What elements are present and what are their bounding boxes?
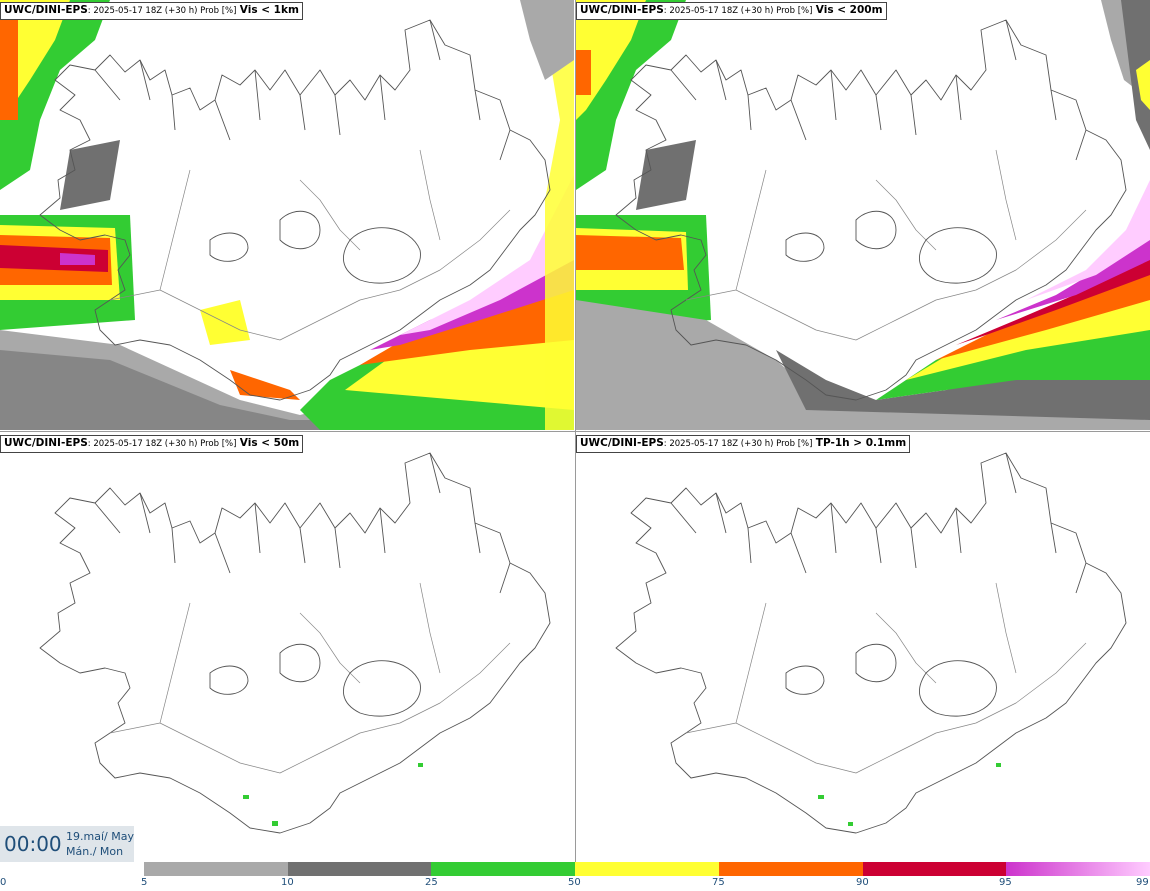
model-name: UWC/DINI-EPS: [4, 4, 88, 16]
probability-map: [0, 433, 574, 863]
panel-title: UWC/DINI-EPS: 2025-05-17 18Z (+30 h) Pro…: [576, 2, 887, 20]
model-name: UWC/DINI-EPS: [4, 437, 88, 449]
threshold-label: Vis < 50m: [239, 437, 300, 449]
valid-date: 19.maí/ May: [66, 830, 134, 843]
colorbar-tick: 50: [568, 877, 581, 888]
map-panel-vis-200m: UWC/DINI-EPS: 2025-05-17 18Z (+30 h) Pro…: [576, 0, 1150, 430]
colorbar-tick: 90: [856, 877, 869, 888]
vertical-divider: [575, 0, 576, 862]
run-info: : 2025-05-17 18Z (+30 h) Prob [%]: [87, 6, 237, 16]
panel-title: UWC/DINI-EPS: 2025-05-17 18Z (+30 h) Pro…: [576, 435, 911, 453]
run-info: : 2025-05-17 18Z (+30 h) Prob [%]: [663, 439, 813, 449]
colorbar-segment: [862, 862, 1007, 876]
colorbar-tick: 75: [712, 877, 725, 888]
colorbar: [144, 862, 1150, 876]
colorbar-segment: [144, 862, 288, 876]
colorbar-segment: [287, 862, 432, 876]
probability-map: [0, 0, 574, 430]
colorbar-segment: [431, 862, 576, 876]
colorbar-tick: 95: [999, 877, 1012, 888]
colorbar-segment: [575, 862, 719, 876]
valid-weekday: Mán./ Mon: [66, 845, 124, 858]
threshold-label: Vis < 200m: [815, 4, 883, 16]
colorbar-tick: 10: [281, 877, 294, 888]
colorbar-tick: 5: [141, 877, 148, 888]
map-panel-vis-1km: UWC/DINI-EPS: 2025-05-17 18Z (+30 h) Pro…: [0, 0, 574, 430]
panel-title: UWC/DINI-EPS: 2025-05-17 18Z (+30 h) Pro…: [0, 2, 303, 20]
map-panel-vis-50m: UWC/DINI-EPS: 2025-05-17 18Z (+30 h) Pro…: [0, 433, 574, 863]
colorbar-segment: [718, 862, 863, 876]
threshold-label: Vis < 1km: [239, 4, 299, 16]
colorbar-tick: 99: [1136, 877, 1149, 888]
panel-title: UWC/DINI-EPS: 2025-05-17 18Z (+30 h) Pro…: [0, 435, 304, 453]
model-name: UWC/DINI-EPS: [580, 437, 664, 449]
probability-map: [576, 0, 1150, 430]
valid-time-clock: 00:00: [4, 832, 62, 856]
run-info: : 2025-05-17 18Z (+30 h) Prob [%]: [87, 439, 237, 449]
colorbar-tick: 0: [0, 877, 7, 888]
colorbar-tick: 25: [425, 877, 438, 888]
model-name: UWC/DINI-EPS: [580, 4, 664, 16]
run-info: : 2025-05-17 18Z (+30 h) Prob [%]: [663, 6, 813, 16]
probability-map: [576, 433, 1150, 863]
threshold-label: TP-1h > 0.1mm: [815, 437, 907, 449]
map-panel-tp1h: UWC/DINI-EPS: 2025-05-17 18Z (+30 h) Pro…: [576, 433, 1150, 863]
valid-time-box: 00:00 19.maí/ May Mán./ Mon: [0, 826, 134, 862]
colorbar-segment: [1006, 862, 1150, 876]
